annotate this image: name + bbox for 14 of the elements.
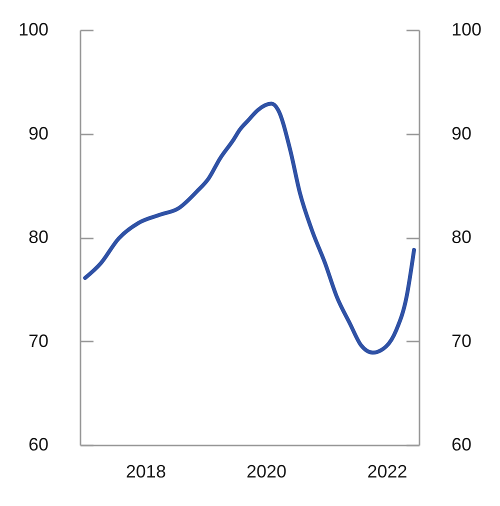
line-series: [83, 102, 416, 355]
y2-tick-label: 70: [452, 330, 472, 351]
y-tick-label: 90: [28, 123, 48, 144]
y-tick-label: 70: [28, 330, 48, 351]
y2-tick-label: 80: [452, 227, 472, 247]
y-tick-label: 80: [28, 227, 48, 247]
x-tick-label: 2018: [126, 462, 166, 482]
y2-tick-label: 90: [452, 123, 472, 144]
y-tick-label: 100: [18, 20, 48, 40]
x-tick-label: 2022: [367, 462, 408, 482]
y-tick-label: 60: [28, 434, 48, 454]
x-tick-label: 2020: [246, 462, 287, 482]
y2-tick-label: 100: [452, 20, 482, 40]
y2-tick-label: 60: [452, 434, 472, 454]
